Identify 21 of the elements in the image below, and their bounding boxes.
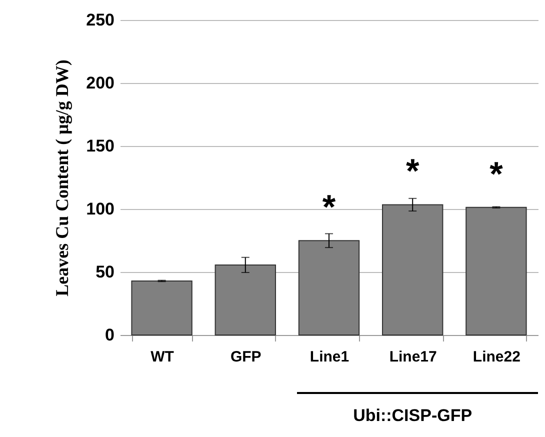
x-tick-label: WT: [150, 348, 174, 366]
x-tick-label: Line22: [472, 348, 520, 366]
bar: [382, 204, 444, 336]
y-tick-label: 250: [86, 10, 114, 30]
annotation: *: [322, 188, 336, 227]
y-tick-label: 50: [96, 262, 114, 282]
bar: [466, 206, 527, 336]
annotation: *: [490, 155, 504, 194]
x-tick-label: Line1: [310, 348, 350, 366]
y-tick-label: 0: [105, 326, 114, 344]
x-tick-label: GFP: [230, 348, 262, 366]
y-tick-label: 100: [86, 200, 114, 218]
text: Ubi::CISP-GFP: [352, 406, 474, 426]
y-axis-title: Leaves Cu Content ( μg/g DW): [52, 60, 72, 296]
bar: [131, 280, 192, 336]
bar: [214, 264, 276, 336]
y-tick-label: 200: [86, 74, 114, 92]
x-tick-label: Line17: [389, 348, 437, 366]
annotation: *: [406, 152, 420, 191]
y-tick-label: 150: [86, 136, 114, 156]
bar: [298, 240, 360, 336]
